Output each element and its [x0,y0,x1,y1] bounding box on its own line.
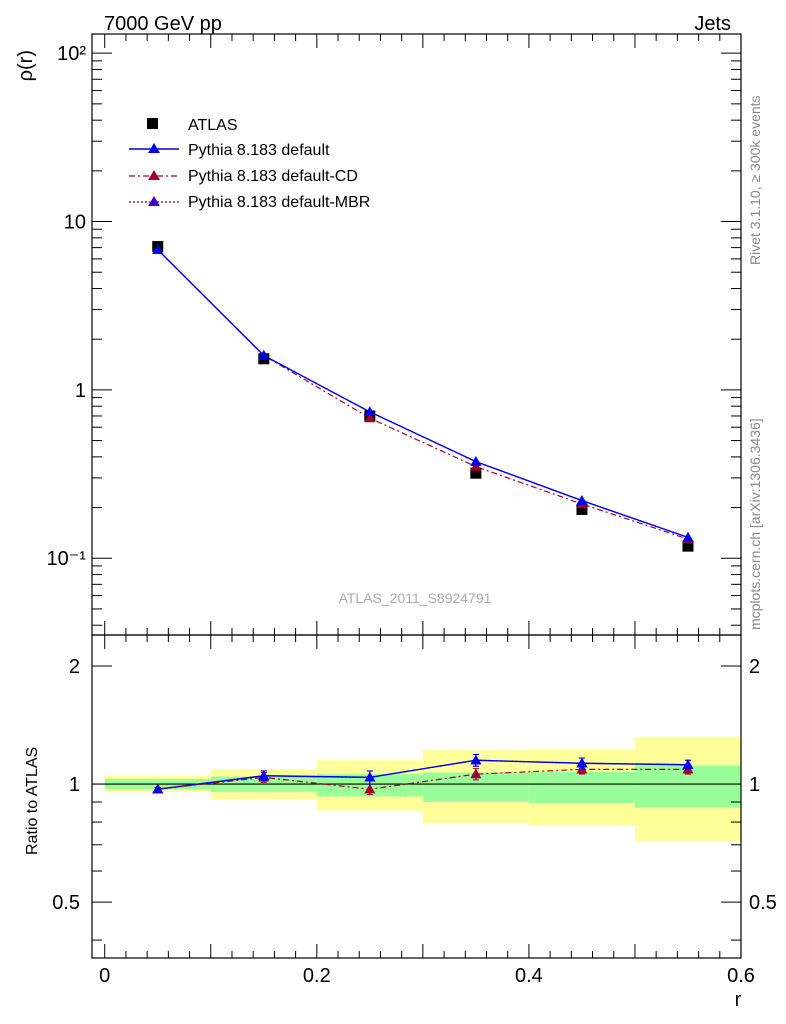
legend-label-mbr: Pythia 8.183 default-MBR [188,194,370,211]
ratio-marker-solid-5 [682,759,694,769]
ratio-ytick-label-right-1: 1 [749,774,760,796]
legend: ATLAS Pythia 8.183 default Pythia 8.183 … [129,117,370,211]
main-line-solid [157,249,689,539]
mcplots-label: mcplots.cern.ch [arXiv:1306.3436] [747,418,763,630]
x-tick-label-2: 0.4 [515,965,543,987]
ratio-line-solid [157,759,688,790]
ratio-marker-solid-3 [470,754,482,765]
main-marker-solid-0 [152,244,164,254]
main-marker-dashdot-3 [470,461,482,471]
ratio-series-layer [152,753,694,796]
main-y-axis-title: ρ(r) [15,50,37,81]
axes-layer: 0 0.2 0.4 0.6 10² 10 1 10⁻¹ 2 2 1 1 0.5 0.5 [47,33,777,987]
band-stat-bin-4 [528,771,635,803]
ratio-uncertainty-bands [92,736,741,842]
main-marker-solid-5 [682,531,694,542]
main-ytick-label-3: 10⁻¹ [47,548,87,570]
ratio-ytick-label-right-0: 2 [749,656,760,678]
main-series-layer [152,241,694,552]
main-marker-solid-3 [470,456,482,466]
ratio-ytick-label-left-2: 0.5 [52,892,80,914]
x-axis-title: r [735,989,742,1011]
atlas-point-4 [576,503,588,515]
legend-label-atlas: ATLAS [188,117,238,134]
legend-marker-atlas [147,118,158,129]
ratio-marker-solid-0 [152,783,164,794]
legend-marker-cd [148,170,160,180]
ratio-marker-solid-2 [364,771,376,782]
main-line-dashdot [157,249,689,540]
rivet-label: Rivet 3.1.10, ≥ 300k events [747,95,763,265]
ratio-marker-solid-1 [258,770,270,780]
legend-marker-mbr [148,196,160,206]
ratio-y-axis-title: Ratio to ATLAS [24,747,41,855]
legend-marker-default [148,143,160,153]
main-ytick-label-2: 1 [75,380,86,402]
x-tick-label-0: 0 [99,965,110,987]
main-marker-solid-4 [576,495,588,505]
main-line-dotted [157,249,689,538]
ratio-ytick-label-right-2: 0.5 [749,892,777,914]
main-marker-solid-1 [258,350,270,360]
ratio-ytick-label-left-0: 2 [69,656,80,678]
header-right: Jets [694,13,731,35]
x-tick-label-1: 0.2 [303,965,331,987]
ratio-ytick-label-left-1: 1 [69,774,80,796]
ratio-frame [91,634,742,959]
ratio-marker-dashdot-2 [364,783,376,794]
main-ytick-label-1: 10 [64,212,86,234]
ratio-line-dashdot [157,768,688,790]
atlas-point-3 [470,467,482,479]
header-left: 7000 GeV pp [104,13,222,35]
legend-label-default: Pythia 8.183 default [188,142,330,159]
analysis-watermark: ATLAS_2011_S8924791 [339,590,492,606]
ratio-marker-solid-4 [576,757,588,768]
x-tick-label-3: 0.6 [727,965,755,987]
main-marker-dashdot-2 [364,412,376,423]
main-marker-solid-2 [364,406,376,417]
ratio-marker-dashdot-3 [470,768,482,779]
atlas-point-5 [682,540,694,552]
legend-label-cd: Pythia 8.183 default-CD [188,168,358,185]
main-ytick-label-0: 10² [57,43,86,65]
